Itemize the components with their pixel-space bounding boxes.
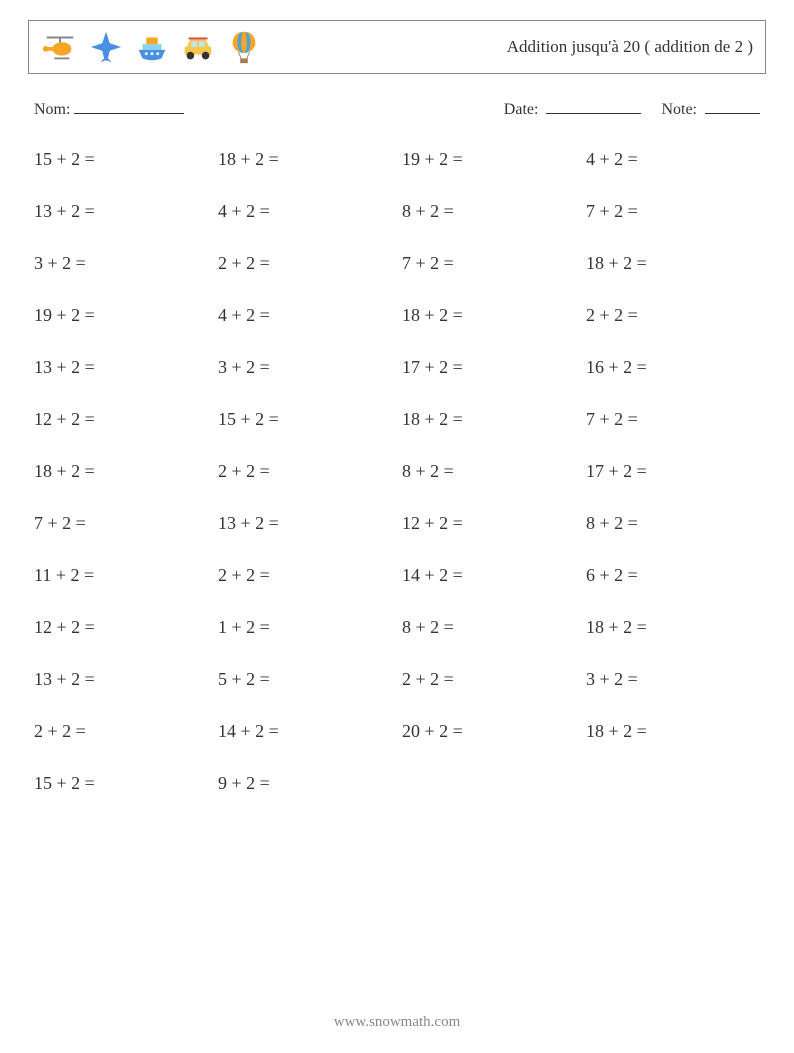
- helicopter-icon: [41, 28, 79, 66]
- problem-cell: 18 + 2 =: [586, 617, 760, 638]
- problem-cell: 1 + 2 =: [218, 617, 392, 638]
- problem-cell: 7 + 2 =: [586, 409, 760, 430]
- footer: www.snowmath.com: [0, 1014, 794, 1031]
- problem-cell: 14 + 2 =: [402, 565, 576, 586]
- problem-cell: 8 + 2 =: [402, 201, 576, 222]
- problem-cell: 3 + 2 =: [218, 357, 392, 378]
- problem-cell: 18 + 2 =: [402, 305, 576, 326]
- problem-cell: 3 + 2 =: [586, 669, 760, 690]
- problem-cell: 18 + 2 =: [402, 409, 576, 430]
- problem-cell: 13 + 2 =: [34, 357, 208, 378]
- date-field: Date:: [504, 98, 642, 119]
- problem-cell: 12 + 2 =: [402, 513, 576, 534]
- problem-cell: 5 + 2 =: [218, 669, 392, 690]
- problem-cell: 7 + 2 =: [34, 513, 208, 534]
- problem-cell: 14 + 2 =: [218, 721, 392, 742]
- problem-cell: 18 + 2 =: [34, 461, 208, 482]
- problem-cell: 12 + 2 =: [34, 409, 208, 430]
- problem-cell: 17 + 2 =: [586, 461, 760, 482]
- header-box: Addition jusqu'à 20 ( addition de 2 ): [28, 20, 766, 74]
- problem-cell: 9 + 2 =: [218, 773, 392, 794]
- problem-cell: 18 + 2 =: [586, 253, 760, 274]
- problem-cell: 18 + 2 =: [586, 721, 760, 742]
- problem-cell: 2 + 2 =: [586, 305, 760, 326]
- problem-cell: 4 + 2 =: [218, 201, 392, 222]
- problem-cell: [586, 773, 760, 794]
- problem-cell: 19 + 2 =: [402, 149, 576, 170]
- worksheet-title: Addition jusqu'à 20 ( addition de 2 ): [507, 37, 753, 57]
- info-row: Nom: Date: Note:: [28, 98, 766, 119]
- icon-row: [41, 28, 263, 66]
- problem-cell: 15 + 2 =: [34, 149, 208, 170]
- note-label: Note:: [661, 101, 697, 118]
- problem-cell: 15 + 2 =: [34, 773, 208, 794]
- problem-cell: 12 + 2 =: [34, 617, 208, 638]
- problem-cell: 8 + 2 =: [402, 461, 576, 482]
- problem-cell: 18 + 2 =: [218, 149, 392, 170]
- problem-cell: 7 + 2 =: [402, 253, 576, 274]
- problem-cell: 4 + 2 =: [586, 149, 760, 170]
- problem-cell: 13 + 2 =: [34, 669, 208, 690]
- problem-cell: 16 + 2 =: [586, 357, 760, 378]
- airplane-icon: [87, 28, 125, 66]
- problem-cell: 13 + 2 =: [34, 201, 208, 222]
- problem-cell: 8 + 2 =: [586, 513, 760, 534]
- problem-cell: 6 + 2 =: [586, 565, 760, 586]
- problem-cell: 11 + 2 =: [34, 565, 208, 586]
- problem-cell: 4 + 2 =: [218, 305, 392, 326]
- problem-cell: 2 + 2 =: [218, 565, 392, 586]
- name-label: Nom:: [34, 101, 70, 119]
- ship-icon: [133, 28, 171, 66]
- problem-cell: [402, 773, 576, 794]
- balloon-icon: [225, 28, 263, 66]
- problems-grid: 15 + 2 = 18 + 2 = 19 + 2 = 4 + 2 = 13 + …: [28, 149, 766, 794]
- note-blank: [705, 98, 760, 114]
- problem-cell: 13 + 2 =: [218, 513, 392, 534]
- problem-cell: 2 + 2 =: [402, 669, 576, 690]
- date-blank: [546, 98, 641, 114]
- problem-cell: 3 + 2 =: [34, 253, 208, 274]
- problem-cell: 7 + 2 =: [586, 201, 760, 222]
- note-field: Note:: [661, 98, 760, 119]
- problem-cell: 19 + 2 =: [34, 305, 208, 326]
- name-field: Nom:: [34, 98, 184, 119]
- problem-cell: 2 + 2 =: [34, 721, 208, 742]
- problem-cell: 8 + 2 =: [402, 617, 576, 638]
- name-blank: [74, 98, 184, 114]
- car-icon: [179, 28, 217, 66]
- problem-cell: 2 + 2 =: [218, 253, 392, 274]
- problem-cell: 17 + 2 =: [402, 357, 576, 378]
- date-label: Date:: [504, 101, 539, 118]
- problem-cell: 15 + 2 =: [218, 409, 392, 430]
- problem-cell: 20 + 2 =: [402, 721, 576, 742]
- problem-cell: 2 + 2 =: [218, 461, 392, 482]
